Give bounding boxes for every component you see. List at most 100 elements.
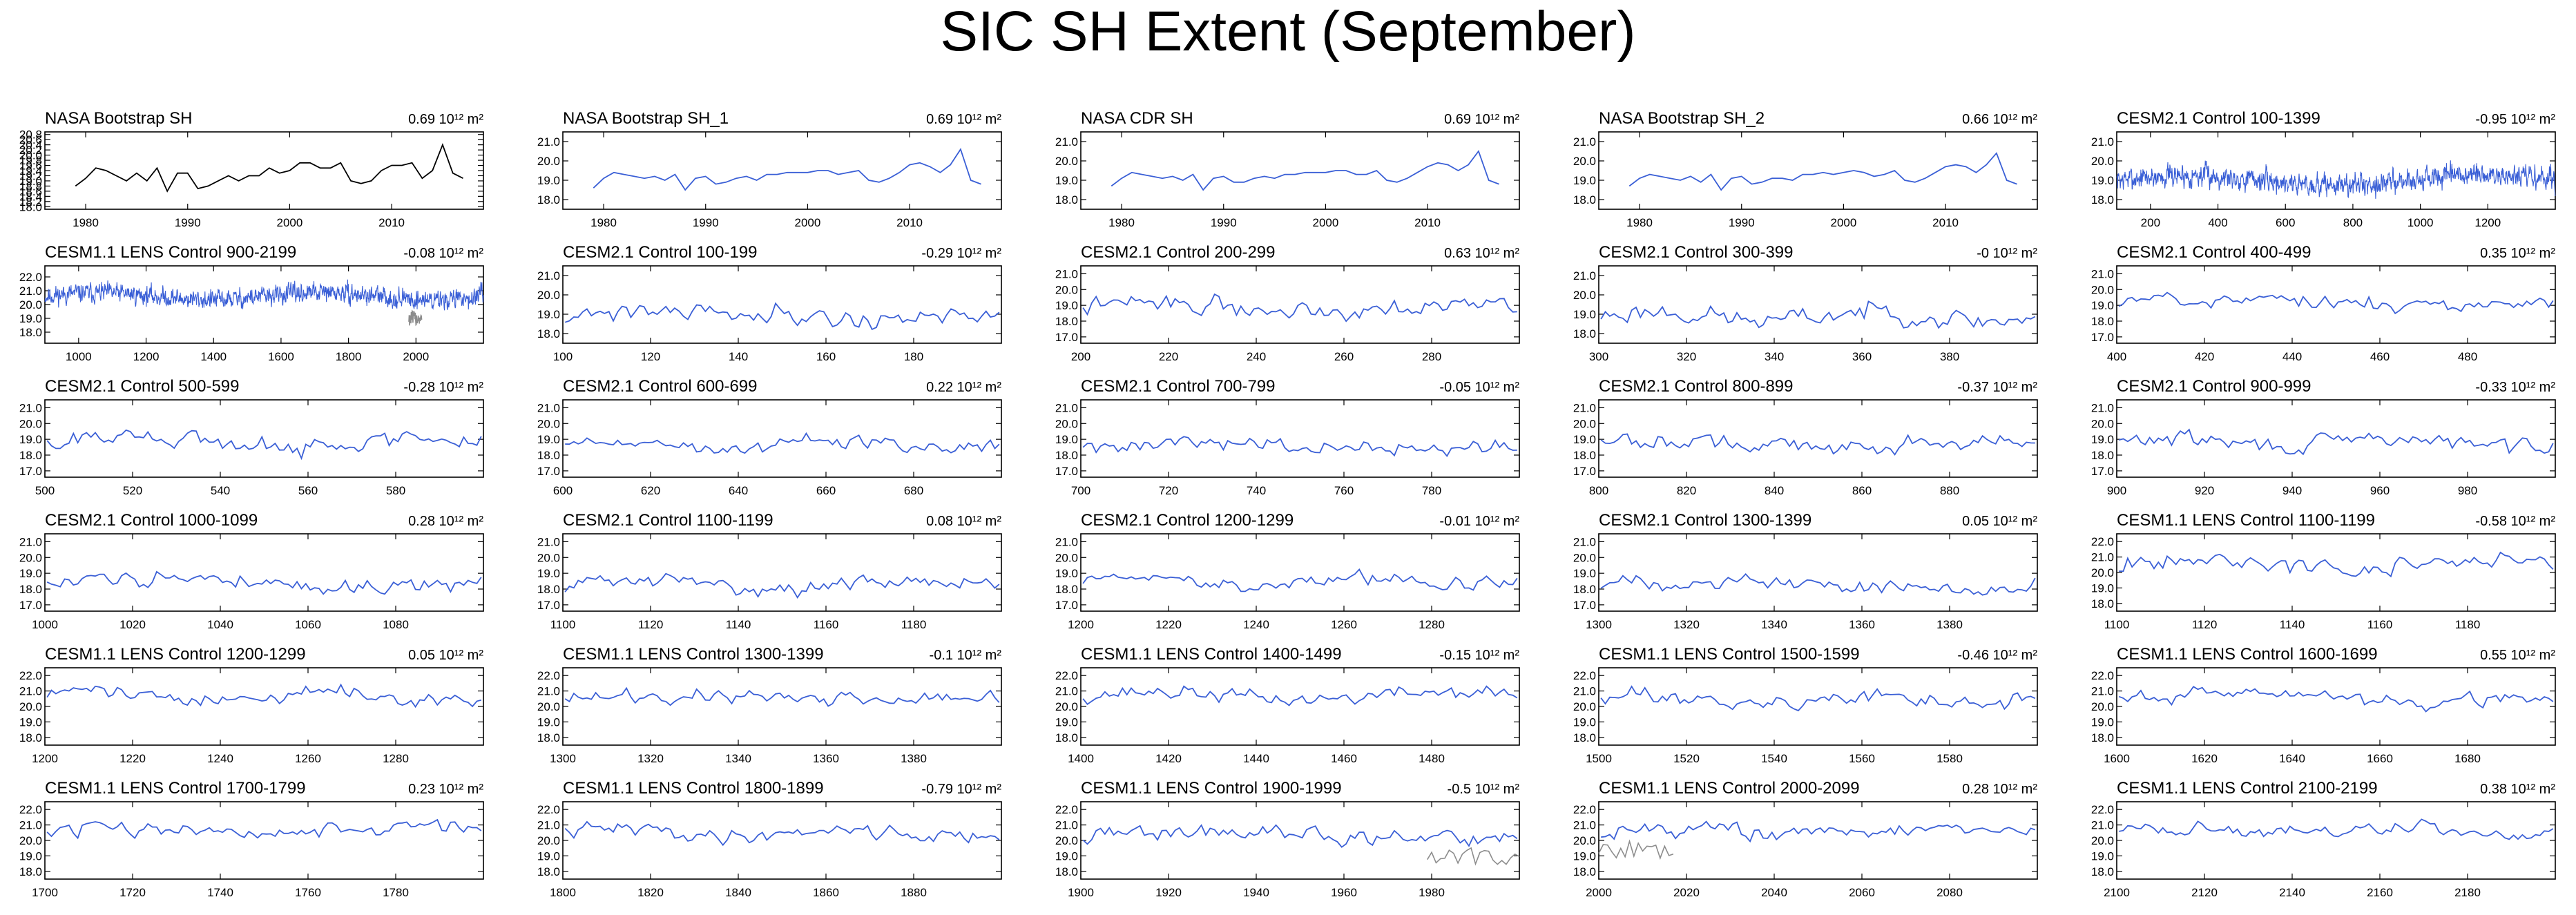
plot-frame [1080,801,1520,880]
panel-26: CESM1.1 LENS Control 1800-1899 -0.79 10¹²… [537,779,1002,899]
x-tick-label: 2010 [1414,216,1441,229]
panel-title: CESM1.1 LENS Control 1500-1599 [1599,645,1860,664]
series-line [1600,685,2036,712]
panel-22: CESM1.1 LENS Control 1400-1499 -0.15 10¹²… [1055,645,1520,765]
panel-trend: -0.05 10¹² m² [1439,380,1519,395]
y-tick-label: 17.0 [1055,599,1078,612]
y-tick-label: 21.0 [19,535,42,548]
x-tick-label: 1990 [175,216,201,229]
panel-4: CESM2.1 Control 100-1399 -0.95 10¹² m² 18.… [2091,109,2556,229]
y-tick-label: 20.0 [1055,283,1078,296]
x-tick-label: 460 [2370,350,2390,363]
panel-title: NASA CDR SH [1081,109,1193,128]
series-line [1601,820,2036,843]
obs-overlay-line [408,309,423,327]
y-tick-label: 20.0 [1573,834,1596,847]
x-tick-label: 1220 [119,752,146,765]
x-tick-label: 180 [904,350,923,363]
x-tick-label: 2180 [2454,886,2481,899]
panel-6: CESM2.1 Control 100-199 -0.29 10¹² m² 18.0… [537,243,1002,363]
plot-frame [1080,533,1520,612]
x-tick-label: 580 [386,484,405,497]
x-tick-label: 2000 [1831,216,1857,229]
panel-title: CESM2.1 Control 700-799 [1081,377,1275,396]
panel-title: CESM2.1 Control 400-499 [2117,243,2311,262]
x-tick-label: 1460 [1331,752,1357,765]
x-tick-label: 1800 [550,886,576,899]
x-tick-label: 1240 [1243,618,1269,631]
series-line [1111,150,1499,191]
x-tick-label: 640 [729,484,748,497]
x-tick-label: 1840 [725,886,751,899]
series-line [1082,568,1518,593]
y-tick-label: 19.0 [1573,174,1596,187]
x-tick-label: 1300 [1586,618,1612,631]
panel-3: NASA Bootstrap SH_2 0.66 10¹² m² 18.0 19.0 2… [1573,109,2038,229]
series-line [2119,551,2554,578]
y-tick-label: 19.0 [19,175,42,188]
y-tick-label: 19.0 [1573,567,1596,580]
panel-trend: -0.08 10¹² m² [403,246,483,261]
x-tick-label: 260 [1334,350,1354,363]
panel-25: CESM1.1 LENS Control 1700-1799 0.23 10¹² … [19,779,484,899]
y-tick-label: 22.0 [19,803,42,816]
x-tick-label: 320 [1677,350,1696,363]
x-tick-label: 1990 [1211,216,1237,229]
x-tick-label: 1140 [2280,618,2305,631]
y-tick-label: 19.0 [1573,849,1596,863]
x-tick-label: 1600 [2104,752,2130,765]
x-tick-label: 1160 [814,618,839,631]
x-tick-label: 500 [35,484,55,497]
panel-trend: -0.95 10¹² m² [2475,112,2555,127]
y-tick-label: 18.0 [537,583,560,596]
x-tick-label: 820 [1677,484,1696,497]
y-tick-label: 22.0 [537,803,560,816]
y-tick-label: 20.0 [2091,155,2114,168]
x-tick-label: 560 [298,484,318,497]
panel-14: CESM2.1 Control 900-999 -0.33 10¹² m² 17.0… [2091,377,2556,497]
x-tick-label: 1480 [1419,752,1445,765]
panel-title: CESM1.1 LENS Control 1300-1399 [563,645,824,664]
panel-trend: -0.79 10¹² m² [921,782,1001,797]
y-tick-label: 20.4 [19,139,42,152]
x-tick-label: 1420 [1155,752,1182,765]
y-tick-label: 20.0 [1573,289,1596,302]
y-tick-label: 21.0 [1573,401,1596,414]
y-tick-label: 18.0 [1055,865,1078,878]
x-tick-label: 2010 [1932,216,1959,229]
y-tick-label: 18.0 [1055,731,1078,744]
x-tick-label: 1020 [119,618,146,631]
series-line [564,820,1000,847]
x-tick-label: 2140 [2279,886,2305,899]
y-tick-label: 22.0 [1055,669,1078,682]
y-tick-label: 20.0 [537,289,560,302]
x-tick-label: 1780 [383,886,409,899]
y-tick-label: 21.0 [1055,267,1078,280]
panel-title: CESM2.1 Control 900-999 [2117,377,2311,396]
panel-trend: 0.05 10¹² m² [408,648,483,663]
panel-title: CESM1.1 LENS Control 1100-1199 [2117,511,2375,530]
plot-frame [2116,399,2556,478]
y-tick-label: 21.0 [2091,819,2114,832]
panel-trend: -0.1 10¹² m² [930,648,1002,663]
panel-23: CESM1.1 LENS Control 1500-1599 -0.46 10¹²… [1573,645,2038,765]
series-line [46,570,482,595]
x-tick-label: 1860 [813,886,839,899]
x-tick-label: 440 [2282,350,2302,363]
panel-trend: -0.15 10¹² m² [1439,648,1519,663]
y-tick-label: 19.4 [19,164,42,177]
x-tick-label: 1980 [1419,886,1445,899]
y-tick-label: 17.0 [1055,331,1078,344]
x-tick-label: 1260 [295,752,321,765]
x-tick-label: 1380 [1936,618,1963,631]
y-tick-label: 21.0 [2091,135,2114,148]
x-tick-label: 660 [816,484,836,497]
x-tick-label: 1820 [637,886,664,899]
y-tick-label: 20.0 [2091,417,2114,430]
y-tick-label: 21.0 [1055,819,1078,832]
y-tick-label: 21.0 [1055,535,1078,548]
y-tick-label: 20.0 [537,551,560,564]
x-tick-label: 600 [2276,216,2295,229]
x-tick-label: 360 [1852,350,1872,363]
x-tick-label: 1980 [1626,216,1653,229]
